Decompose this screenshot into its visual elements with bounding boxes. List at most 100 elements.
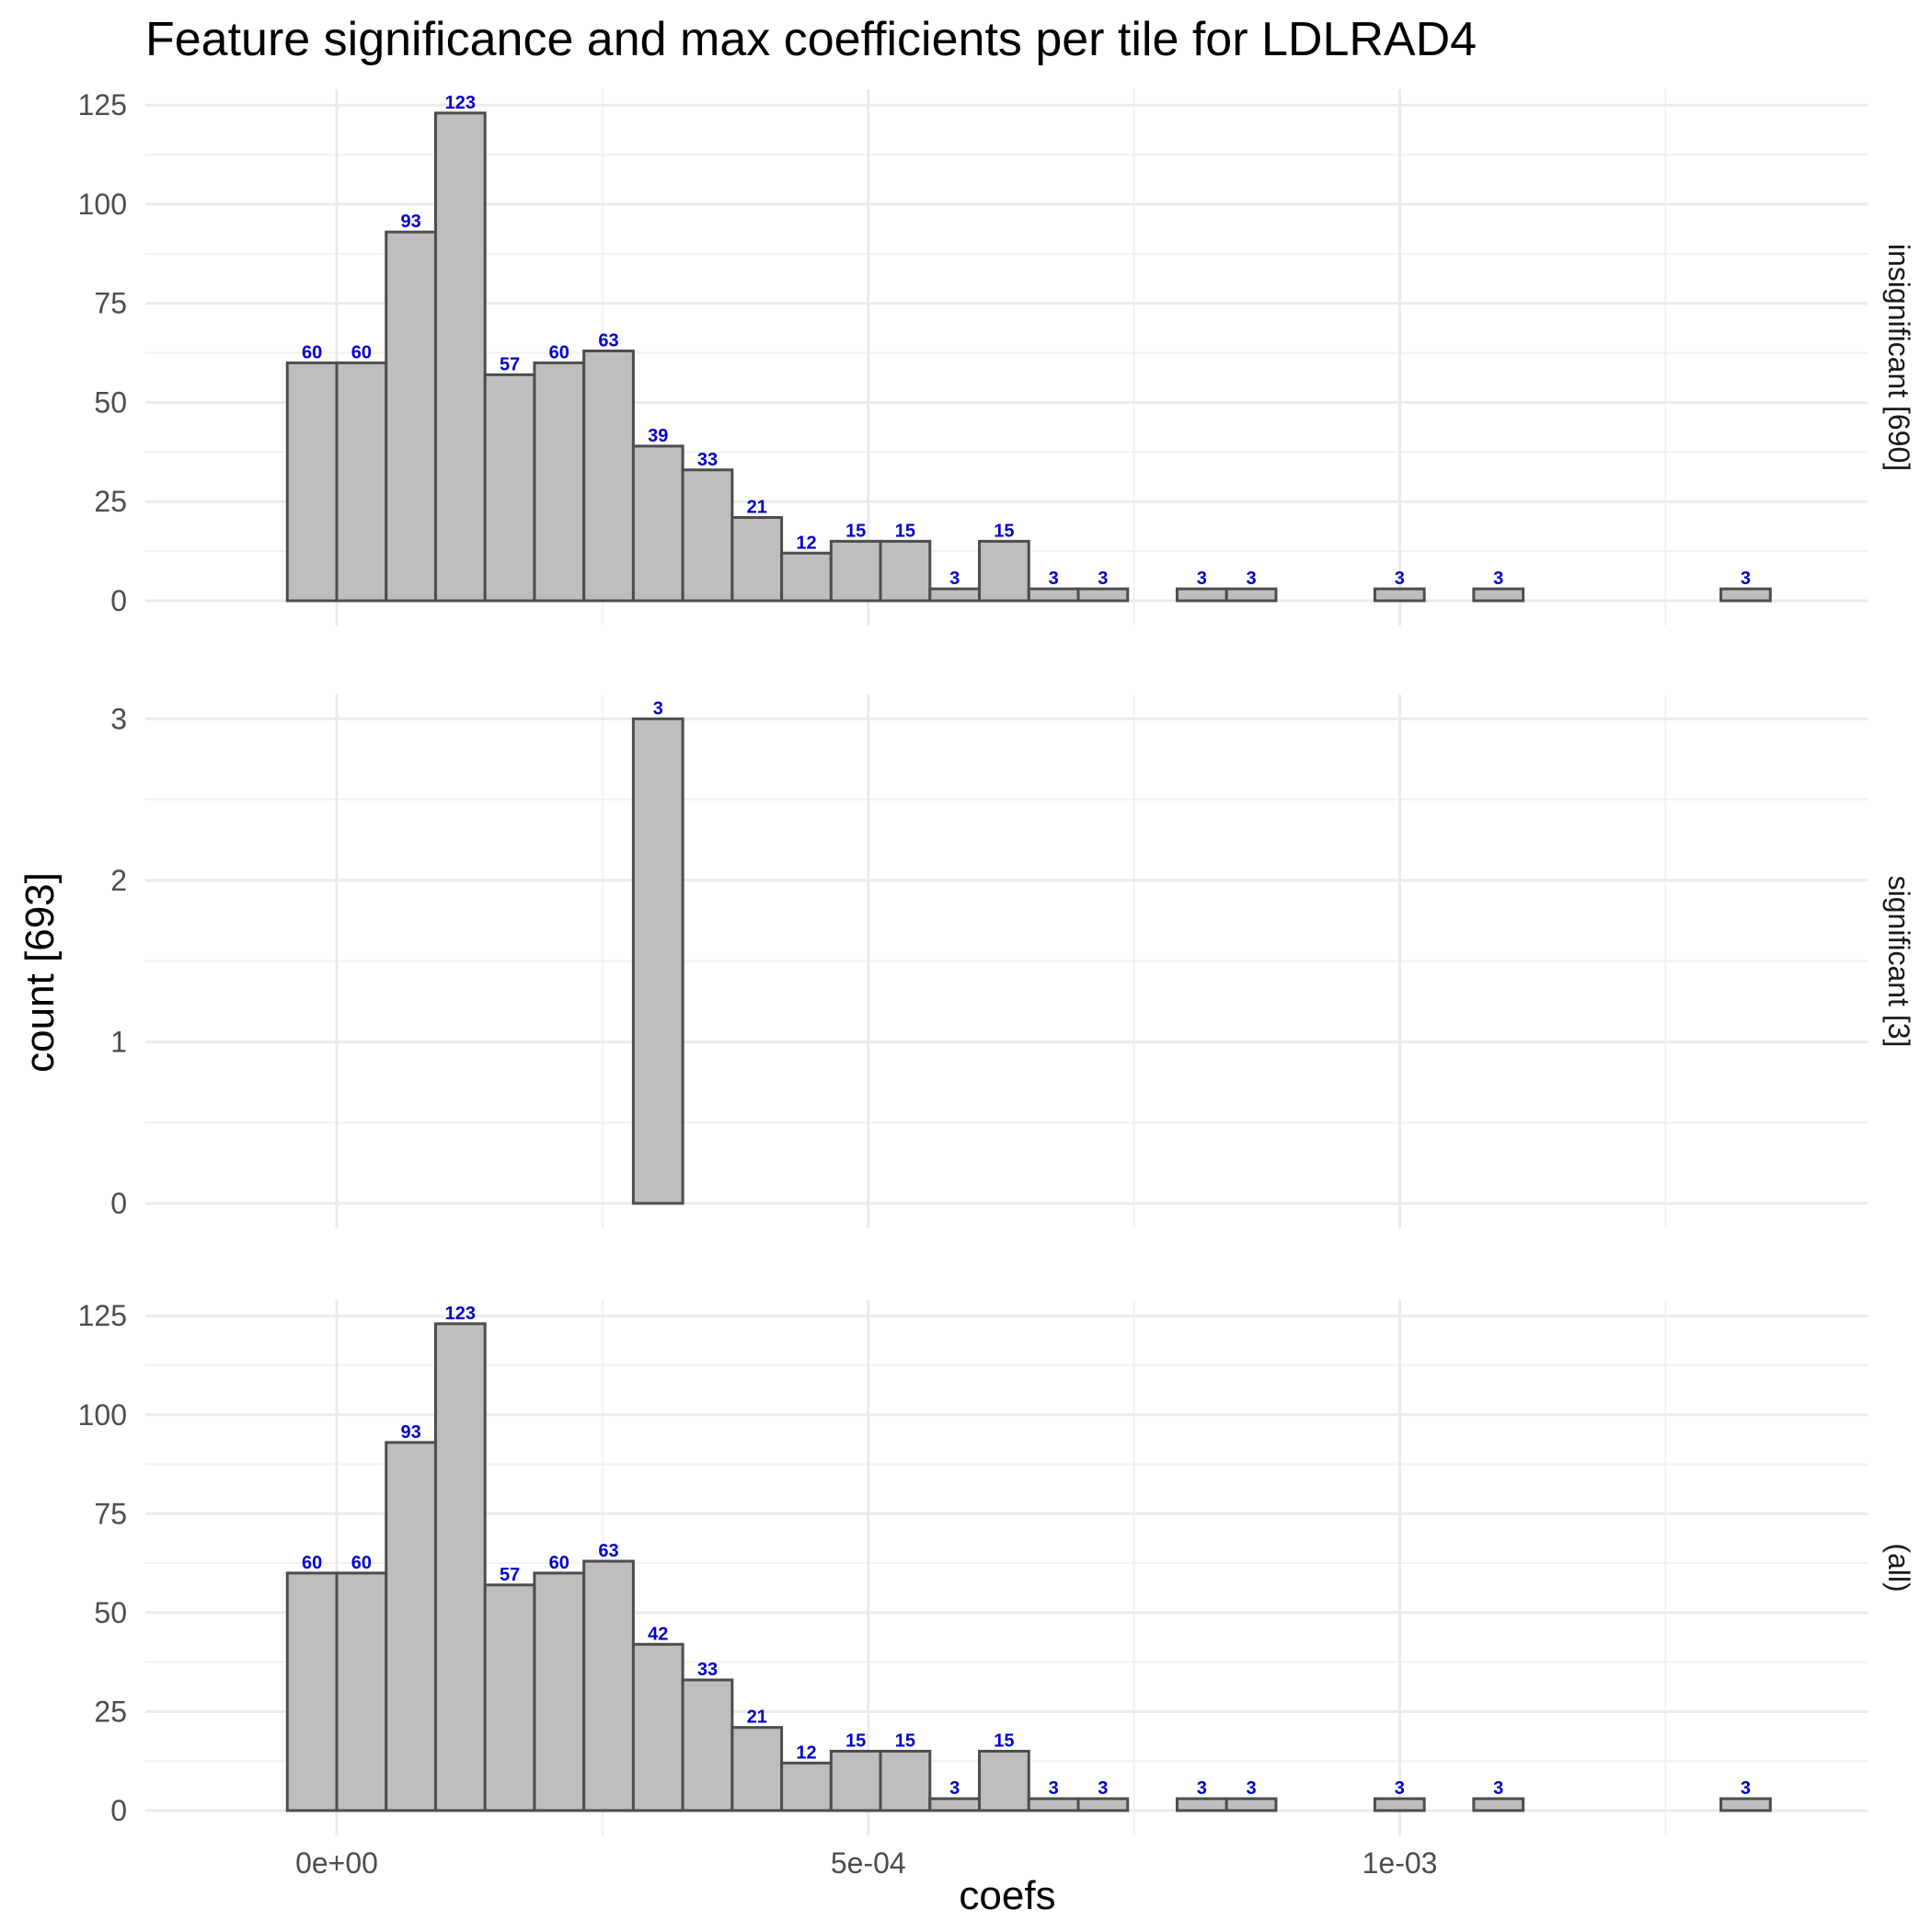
bar-count-label: 21 bbox=[747, 497, 767, 517]
bar-count-label: 60 bbox=[302, 342, 322, 362]
histogram-bar bbox=[285, 1571, 339, 1812]
histogram-bar bbox=[1175, 587, 1228, 603]
bar-count-label: 60 bbox=[351, 1553, 372, 1573]
y-tick-label: 0 bbox=[110, 1794, 127, 1827]
bar-count-label: 15 bbox=[994, 521, 1014, 541]
histogram-bar bbox=[285, 361, 339, 603]
y-tick-label: 25 bbox=[94, 1695, 127, 1728]
y-tick-label: 75 bbox=[94, 1497, 127, 1530]
bar-count-label: 33 bbox=[697, 450, 718, 470]
histogram-bar bbox=[533, 361, 586, 603]
bar-count-label: 93 bbox=[400, 212, 420, 232]
histogram-bar bbox=[829, 539, 882, 603]
histogram-bar bbox=[631, 1642, 684, 1812]
bar-count-label: 3 bbox=[1493, 569, 1503, 589]
y-tick-label: 100 bbox=[78, 188, 127, 221]
bar-count-label: 3 bbox=[1098, 1778, 1108, 1799]
bar-count-label: 3 bbox=[1395, 1778, 1405, 1799]
y-tick-label: 1 bbox=[110, 1025, 127, 1058]
bar-count-label: 15 bbox=[994, 1731, 1014, 1751]
histogram-bar bbox=[681, 1678, 734, 1812]
bar-count-label: 3 bbox=[1098, 569, 1108, 589]
facet-strip-label: significant [3] bbox=[1882, 876, 1915, 1048]
histogram-bar bbox=[730, 1726, 784, 1812]
histogram-bar bbox=[1027, 587, 1080, 603]
histogram-bar bbox=[1719, 587, 1772, 603]
y-tick-label: 125 bbox=[78, 1299, 127, 1332]
bar-count-label: 57 bbox=[500, 354, 520, 374]
bar-count-label: 123 bbox=[445, 1304, 476, 1324]
histogram-bar bbox=[1373, 1797, 1426, 1812]
histogram-bar bbox=[1472, 587, 1525, 603]
histogram-bar bbox=[730, 515, 784, 603]
bar-count-label: 3 bbox=[653, 698, 663, 719]
y-tick-label: 25 bbox=[94, 485, 127, 518]
bar-count-label: 3 bbox=[949, 569, 960, 589]
bar-count-label: 3 bbox=[949, 1778, 960, 1799]
histogram-bar bbox=[582, 349, 635, 603]
histogram-bar bbox=[1027, 1797, 1080, 1812]
y-tick-label: 125 bbox=[78, 88, 127, 121]
y-axis-title: count [693] bbox=[17, 872, 63, 1073]
histogram-bar bbox=[483, 373, 536, 603]
bar-count-label: 60 bbox=[351, 342, 372, 362]
histogram-bar bbox=[1472, 1797, 1525, 1812]
bar-count-label: 3 bbox=[1741, 1778, 1751, 1799]
y-tick-label: 75 bbox=[94, 287, 127, 320]
histogram-bar bbox=[385, 230, 437, 603]
bar-count-label: 15 bbox=[895, 521, 915, 541]
bar-count-label: 15 bbox=[845, 521, 866, 541]
facet-strip-label: (all) bbox=[1882, 1543, 1915, 1592]
bar-count-label: 60 bbox=[549, 342, 569, 362]
histogram-bar bbox=[978, 1749, 1030, 1812]
y-tick-label: 2 bbox=[110, 864, 127, 897]
y-tick-label: 50 bbox=[94, 1596, 127, 1629]
chart-title: Feature significance and max coefficient… bbox=[145, 13, 1477, 66]
histogram-bar bbox=[1719, 1797, 1772, 1812]
histogram-bar bbox=[385, 1441, 437, 1812]
histogram-bar bbox=[928, 587, 982, 603]
y-tick-label: 0 bbox=[110, 1187, 127, 1220]
histogram-bar bbox=[631, 444, 684, 603]
histogram-bar bbox=[1225, 1797, 1278, 1812]
y-tick-label: 3 bbox=[110, 702, 127, 735]
bar-count-label: 33 bbox=[697, 1660, 718, 1680]
histogram-bar bbox=[582, 1559, 635, 1812]
panel-2: 0 1 2 3 3 significant [3] bbox=[110, 695, 1915, 1228]
histogram-bar bbox=[978, 539, 1030, 603]
bar-count-label: 3 bbox=[1741, 569, 1751, 589]
bar-count-label: 3 bbox=[1247, 569, 1257, 589]
histogram-bar bbox=[1225, 587, 1278, 603]
bar-count-label: 15 bbox=[895, 1731, 915, 1751]
histogram-bar bbox=[631, 717, 684, 1205]
x-axis-title: coefs bbox=[959, 1873, 1055, 1918]
bar-count-label: 60 bbox=[549, 1553, 569, 1573]
histogram-bar bbox=[928, 1797, 982, 1812]
bar-count-label: 3 bbox=[1049, 569, 1059, 589]
histogram-bar bbox=[780, 1761, 833, 1812]
bar-count-label: 93 bbox=[400, 1422, 420, 1443]
y-tick-label: 50 bbox=[94, 385, 127, 419]
bar-count-label: 123 bbox=[445, 93, 476, 113]
bar-count-label: 3 bbox=[1197, 569, 1207, 589]
bar-count-label: 57 bbox=[500, 1565, 520, 1585]
histogram-bar bbox=[1175, 1797, 1228, 1812]
facet-strip-label: insignificant [690] bbox=[1882, 244, 1915, 471]
histogram-bar bbox=[1373, 587, 1426, 603]
bar-count-label: 12 bbox=[796, 533, 816, 553]
bar-count-label: 42 bbox=[648, 1624, 668, 1644]
x-tick-label: 1e-03 bbox=[1363, 1846, 1438, 1880]
bar-count-label: 39 bbox=[648, 426, 668, 446]
bar-count-label: 3 bbox=[1247, 1778, 1257, 1799]
bar-count-label: 60 bbox=[302, 1553, 322, 1573]
bar-count-label: 63 bbox=[598, 330, 618, 351]
y-tick-label: 100 bbox=[78, 1398, 127, 1432]
bar-count-label: 3 bbox=[1395, 569, 1405, 589]
histogram-bar bbox=[829, 1749, 882, 1812]
histogram-bar bbox=[879, 1749, 932, 1812]
x-axis-ticks: 0e+00 5e-04 1e-03 bbox=[295, 1846, 1437, 1880]
histogram-bar bbox=[433, 111, 487, 603]
